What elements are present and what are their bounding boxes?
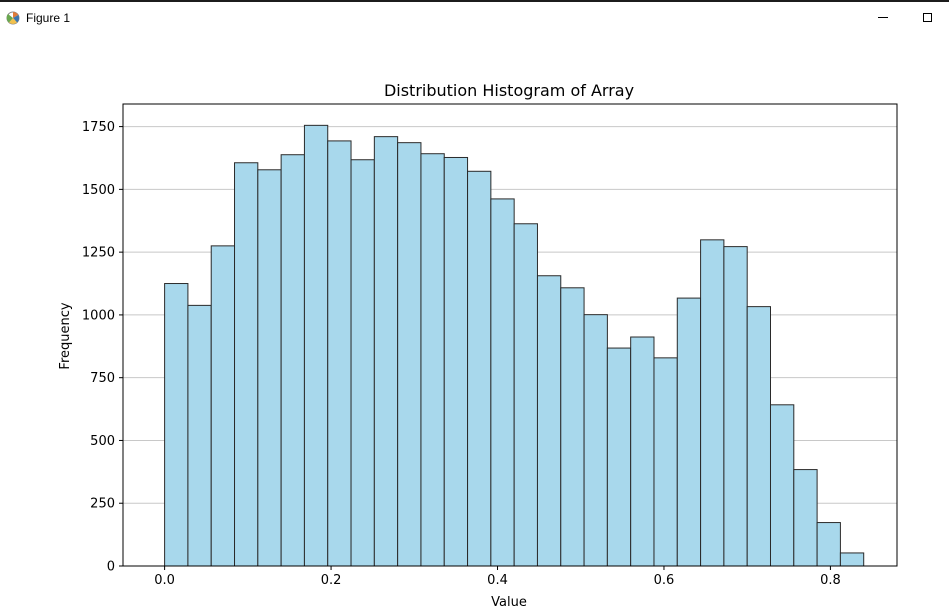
histogram-bar: [280, 154, 305, 567]
histogram-bar: [234, 162, 259, 567]
histogram-bar: [257, 169, 282, 567]
chart-title: Distribution Histogram of Array: [384, 81, 634, 100]
matplotlib-figure-icon: [6, 11, 20, 25]
histogram-bar: [397, 142, 422, 567]
window-title-bar[interactable]: Figure 1: [0, 2, 949, 32]
x-tick-label: 0.6: [654, 573, 675, 588]
maximize-icon: [922, 12, 932, 22]
y-tick-label: 0: [107, 560, 115, 575]
histogram-bar: [350, 159, 375, 567]
histogram-bar: [839, 552, 865, 567]
histogram-bar: [467, 170, 492, 567]
histogram-bar: [653, 357, 678, 567]
histogram-bar: [606, 347, 632, 567]
window-title: Figure 1: [26, 11, 71, 25]
histogram-bar: [560, 287, 585, 567]
histogram-bars: [164, 124, 865, 567]
x-tick-label: 0.8: [820, 573, 841, 588]
histogram-bar: [746, 306, 771, 567]
y-tick-label: 1000: [82, 308, 115, 323]
y-tick-label: 1500: [82, 183, 115, 198]
x-axis-ticks: 0.0 0.2 0.4 0.6 0.8: [154, 566, 841, 588]
histogram-bar: [373, 136, 399, 567]
histogram-bar: [513, 223, 538, 567]
maximize-button[interactable]: [904, 2, 949, 32]
histogram-bar: [723, 246, 748, 567]
y-axis-label: Frequency: [58, 302, 73, 369]
histogram-bar: [420, 153, 445, 567]
y-tick-label: 1750: [82, 120, 115, 135]
histogram-bar: [583, 314, 608, 567]
histogram-bar: [793, 469, 818, 567]
y-axis-ticks: 0 250 500 750 1000 1250 1500 1750: [82, 120, 123, 575]
window-top-edge: [0, 0, 949, 2]
histogram-bar: [443, 156, 469, 567]
histogram-bar: [303, 124, 329, 567]
x-tick-label: 0.4: [487, 573, 508, 588]
histogram-bar: [816, 522, 841, 567]
histogram-bar: [676, 297, 702, 567]
histogram-bar: [536, 275, 562, 567]
histogram-bar: [164, 283, 189, 567]
y-tick-label: 500: [90, 434, 115, 449]
x-tick-label: 0.2: [321, 573, 342, 588]
histogram-bar: [490, 198, 515, 567]
histogram-bar: [769, 404, 795, 567]
histogram-bar: [327, 140, 352, 567]
y-tick-label: 250: [90, 497, 115, 512]
x-tick-label: 0.0: [154, 573, 175, 588]
histogram-bar: [700, 239, 725, 567]
x-axis-label: Value: [491, 595, 527, 610]
histogram-bar: [187, 304, 212, 567]
histogram-bar: [630, 336, 655, 567]
minimize-button[interactable]: [860, 2, 906, 32]
minimize-icon: [878, 16, 888, 18]
histogram-bar: [210, 245, 236, 567]
y-tick-label: 1250: [82, 246, 115, 261]
axes-frame: [122, 103, 898, 567]
y-tick-label: 750: [90, 371, 115, 386]
